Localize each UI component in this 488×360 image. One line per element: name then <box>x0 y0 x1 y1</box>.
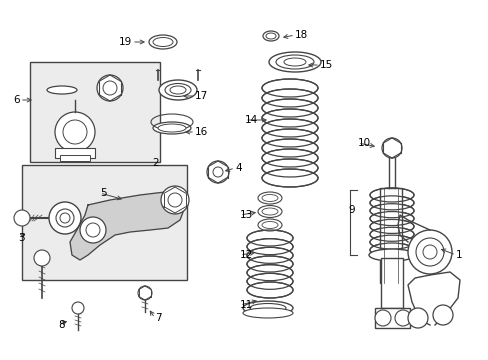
Circle shape <box>168 193 182 207</box>
Ellipse shape <box>369 204 413 218</box>
Ellipse shape <box>243 308 292 318</box>
Circle shape <box>97 75 123 101</box>
Circle shape <box>161 186 189 214</box>
Circle shape <box>14 210 30 226</box>
Bar <box>55 148 95 158</box>
Circle shape <box>206 161 228 183</box>
Ellipse shape <box>158 124 185 132</box>
Circle shape <box>422 245 436 259</box>
Text: 12: 12 <box>240 250 253 260</box>
Text: 9: 9 <box>347 205 354 215</box>
Ellipse shape <box>262 139 317 157</box>
Bar <box>22 165 186 280</box>
Text: 13: 13 <box>240 210 253 220</box>
Ellipse shape <box>262 89 317 107</box>
Ellipse shape <box>243 301 292 315</box>
Circle shape <box>381 138 401 158</box>
Text: 3: 3 <box>18 233 24 243</box>
Ellipse shape <box>246 265 292 281</box>
Ellipse shape <box>369 243 413 257</box>
Ellipse shape <box>159 80 197 100</box>
Ellipse shape <box>258 192 282 204</box>
Circle shape <box>432 305 452 325</box>
Ellipse shape <box>164 84 191 96</box>
Ellipse shape <box>249 303 285 312</box>
Circle shape <box>138 286 152 300</box>
Circle shape <box>34 250 50 266</box>
Ellipse shape <box>262 129 317 147</box>
Circle shape <box>49 202 81 234</box>
Text: 5: 5 <box>100 188 106 198</box>
Text: 10: 10 <box>357 138 370 148</box>
Text: 16: 16 <box>195 127 208 137</box>
Text: 8: 8 <box>58 320 64 330</box>
Ellipse shape <box>246 273 292 289</box>
Circle shape <box>374 310 390 326</box>
Bar <box>60 155 90 161</box>
Ellipse shape <box>275 55 313 69</box>
Ellipse shape <box>368 249 414 261</box>
Text: 6: 6 <box>13 95 20 105</box>
Ellipse shape <box>170 86 185 94</box>
Ellipse shape <box>284 58 305 66</box>
Bar <box>374 308 409 328</box>
Text: 15: 15 <box>319 60 332 70</box>
Text: 19: 19 <box>119 37 132 47</box>
Circle shape <box>80 217 106 243</box>
Ellipse shape <box>369 196 413 210</box>
Ellipse shape <box>262 109 317 127</box>
Text: 18: 18 <box>294 30 307 40</box>
Text: 11: 11 <box>240 300 253 310</box>
Ellipse shape <box>268 52 320 72</box>
Ellipse shape <box>47 86 77 94</box>
Ellipse shape <box>246 247 292 263</box>
Ellipse shape <box>262 159 317 177</box>
Bar <box>379 188 401 283</box>
Ellipse shape <box>246 239 292 255</box>
Bar <box>380 258 402 308</box>
Ellipse shape <box>265 33 275 39</box>
Ellipse shape <box>369 235 413 249</box>
Polygon shape <box>70 192 184 260</box>
Ellipse shape <box>153 37 173 46</box>
Text: 14: 14 <box>244 115 258 125</box>
Ellipse shape <box>246 256 292 272</box>
Ellipse shape <box>262 79 317 97</box>
Ellipse shape <box>369 227 413 241</box>
Text: 1: 1 <box>455 250 462 260</box>
Ellipse shape <box>149 35 177 49</box>
Circle shape <box>55 112 95 152</box>
Bar <box>30 62 160 162</box>
Ellipse shape <box>262 119 317 137</box>
Circle shape <box>103 81 117 95</box>
Circle shape <box>56 209 74 227</box>
Circle shape <box>72 302 84 314</box>
Ellipse shape <box>262 169 317 187</box>
Circle shape <box>213 167 223 177</box>
Ellipse shape <box>369 212 413 226</box>
Ellipse shape <box>246 282 292 298</box>
Text: 2: 2 <box>152 158 158 168</box>
Circle shape <box>394 310 410 326</box>
Ellipse shape <box>153 122 191 134</box>
Ellipse shape <box>369 188 413 202</box>
Text: 17: 17 <box>195 91 208 101</box>
Circle shape <box>407 308 427 328</box>
Ellipse shape <box>258 206 282 217</box>
Ellipse shape <box>246 230 292 246</box>
Text: 4: 4 <box>235 163 241 173</box>
Ellipse shape <box>369 220 413 233</box>
Ellipse shape <box>263 31 279 41</box>
Circle shape <box>415 238 443 266</box>
Ellipse shape <box>262 99 317 117</box>
Ellipse shape <box>262 149 317 167</box>
Text: 7: 7 <box>155 313 162 323</box>
Circle shape <box>407 230 451 274</box>
Ellipse shape <box>258 219 282 231</box>
